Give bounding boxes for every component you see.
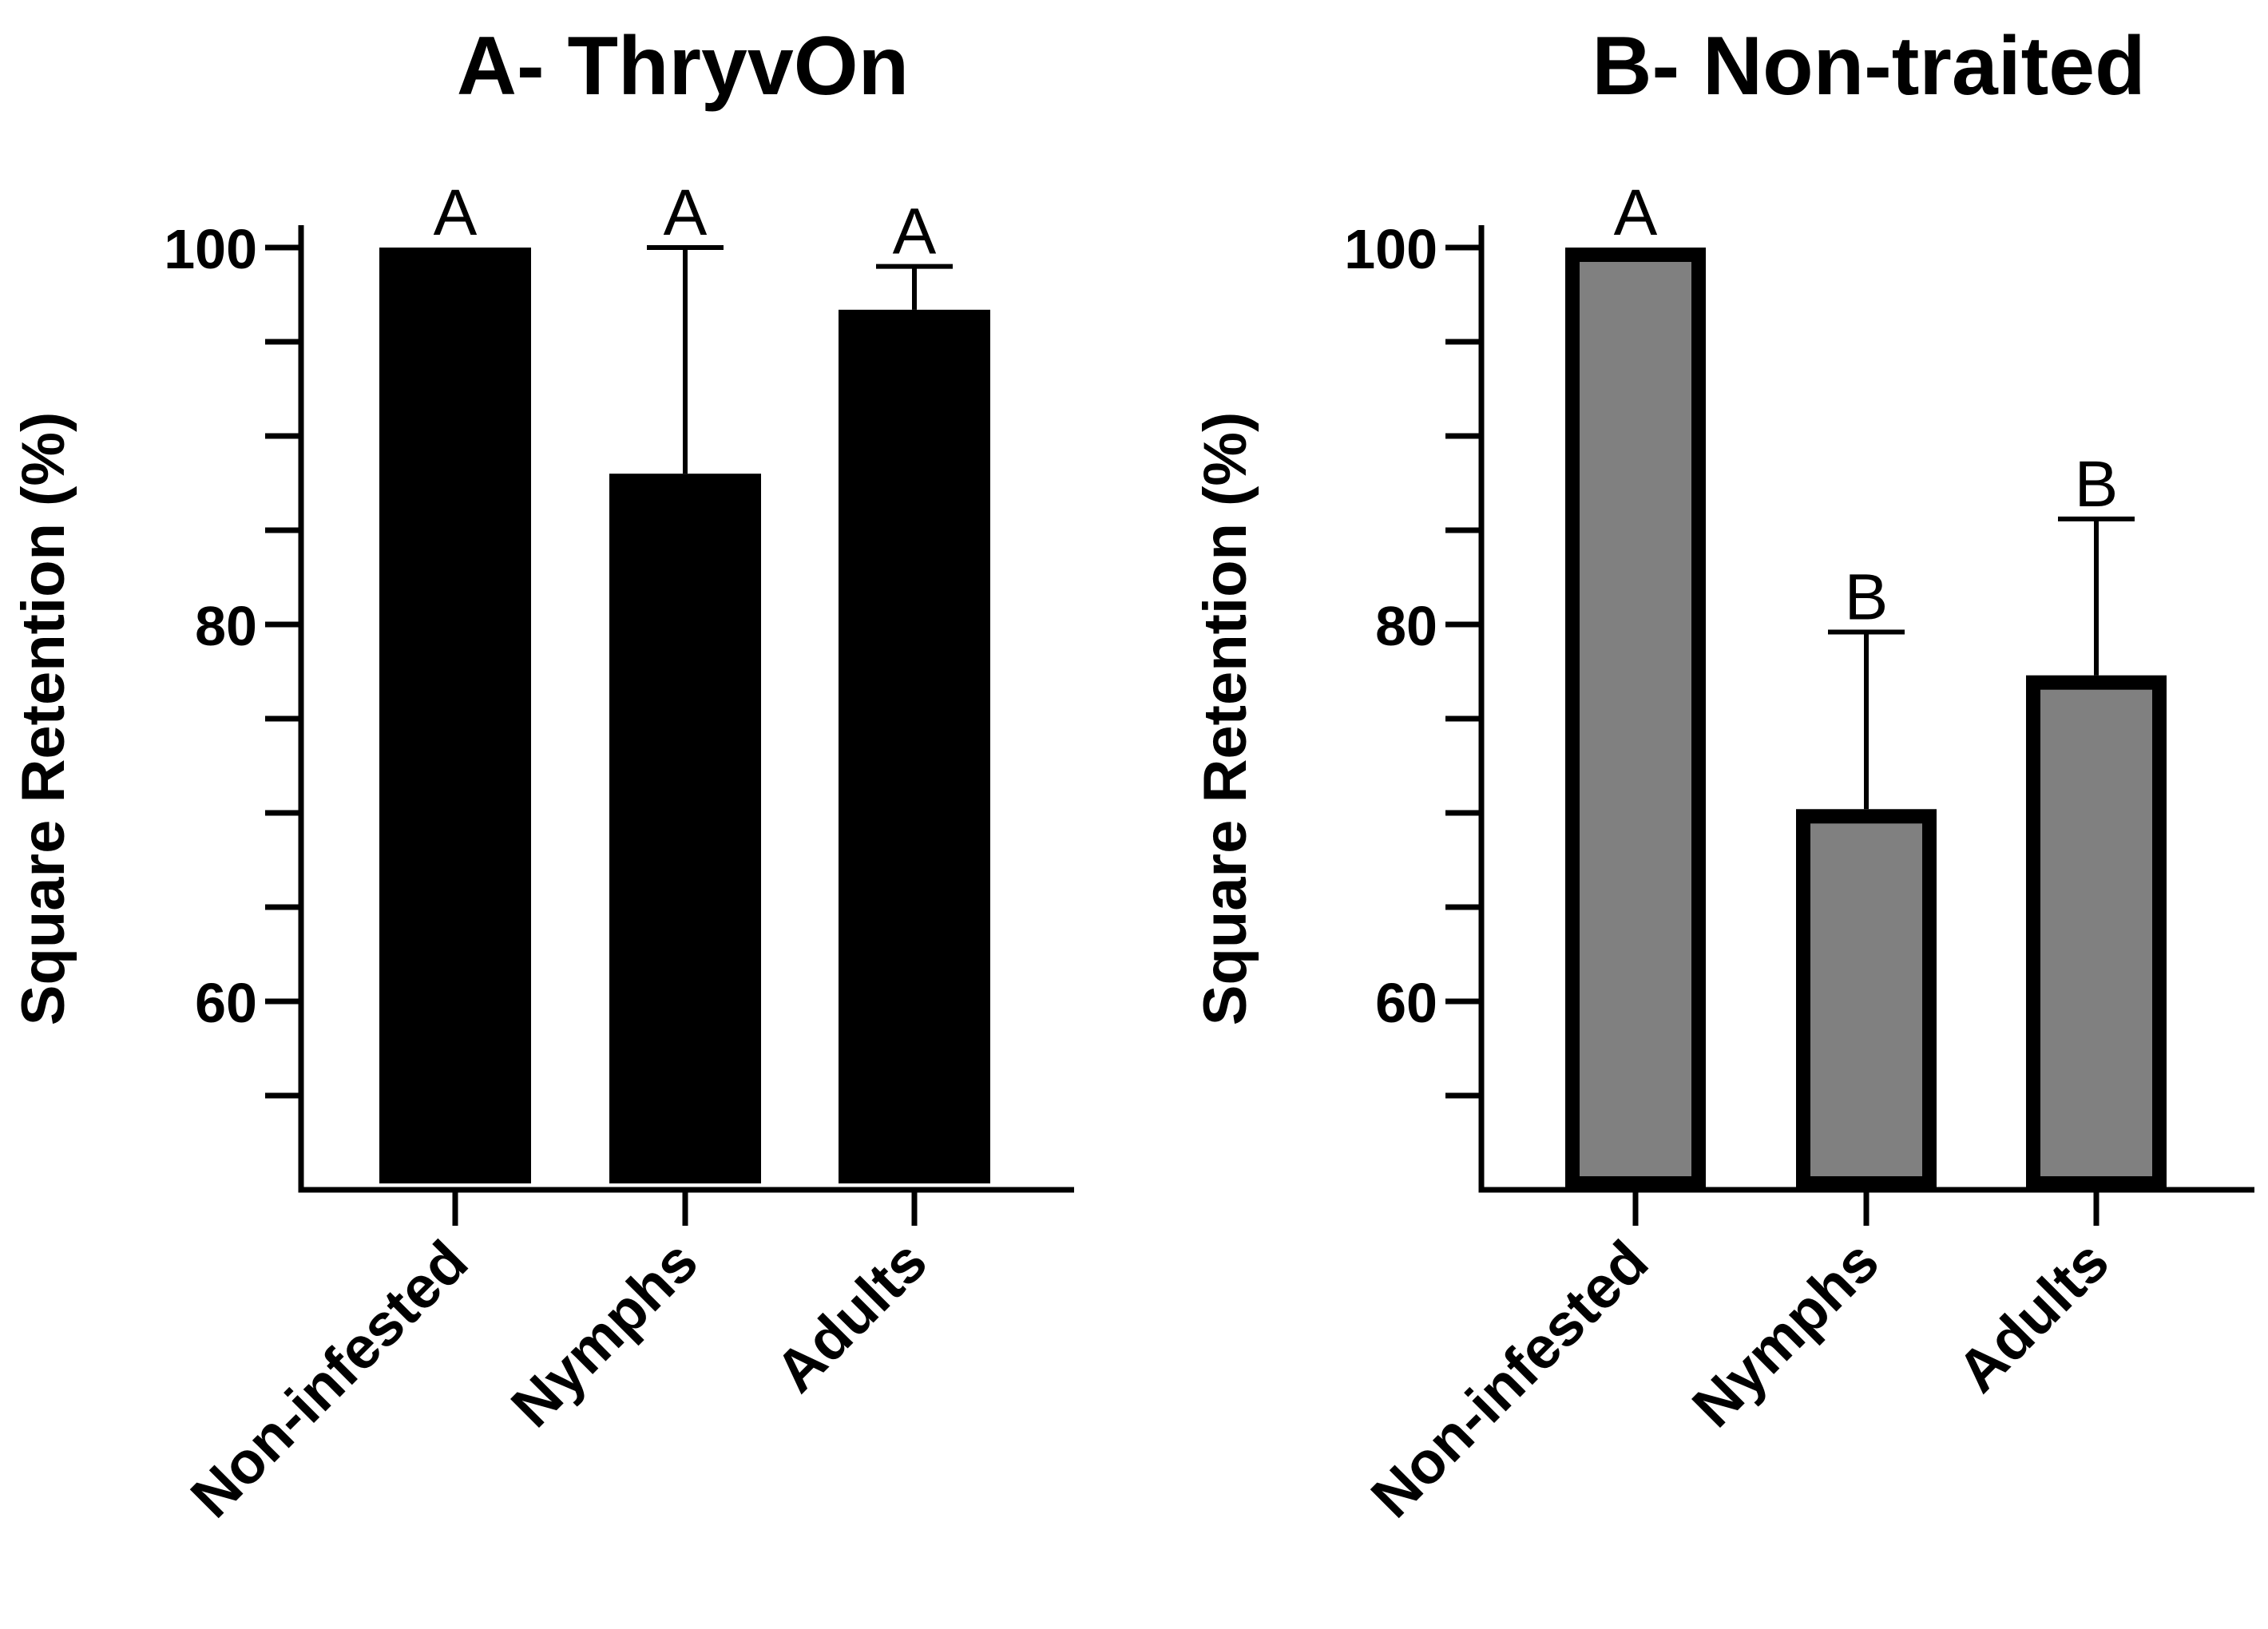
x-tick-label: Adults: [1945, 1228, 2121, 1405]
y-tick-label: 60: [195, 972, 257, 1034]
bar-adults: [2026, 675, 2167, 1191]
bar-non-infested: [1565, 248, 1706, 1191]
x-tick-label: Nymphs: [1679, 1228, 1891, 1440]
bar-adults: [839, 309, 990, 1183]
y-axis-label: Square Retention (%): [1191, 412, 1259, 1026]
y-tick-label: 100: [1344, 218, 1437, 280]
significance-label: B: [1845, 561, 1889, 633]
significance-label: A: [1614, 176, 1658, 249]
chart-panel-a: A- ThryvOn Square Retention (%) A Non-infes…: [10, 20, 1074, 1530]
significance-label: A: [893, 196, 937, 268]
bar-non-infested: [379, 248, 531, 1183]
x-tick-label: Non-infested: [1358, 1228, 1660, 1530]
significance-label: A: [434, 176, 478, 249]
y-axis-label: Square Retention (%): [10, 412, 77, 1026]
bar-nymphs: [609, 474, 761, 1183]
y-tick-label: 60: [1375, 972, 1437, 1034]
y-tick-label: 100: [164, 218, 257, 280]
significance-label: A: [664, 176, 708, 249]
significance-label: B: [2075, 448, 2119, 521]
chart-panel-b: B- Non-traited Square Retention (%) A Non-i…: [1191, 20, 2254, 1530]
x-tick-label: Adults: [763, 1228, 939, 1405]
x-tick-label: Nymphs: [498, 1228, 710, 1440]
y-tick-label: 80: [195, 595, 257, 657]
y-tick-label: 80: [1375, 595, 1437, 657]
bar-nymphs: [1796, 809, 1937, 1191]
x-tick-label: Non-infested: [178, 1228, 480, 1530]
chart-title: B- Non-traited: [1592, 20, 2145, 113]
chart-title: A- ThryvOn: [457, 20, 909, 113]
